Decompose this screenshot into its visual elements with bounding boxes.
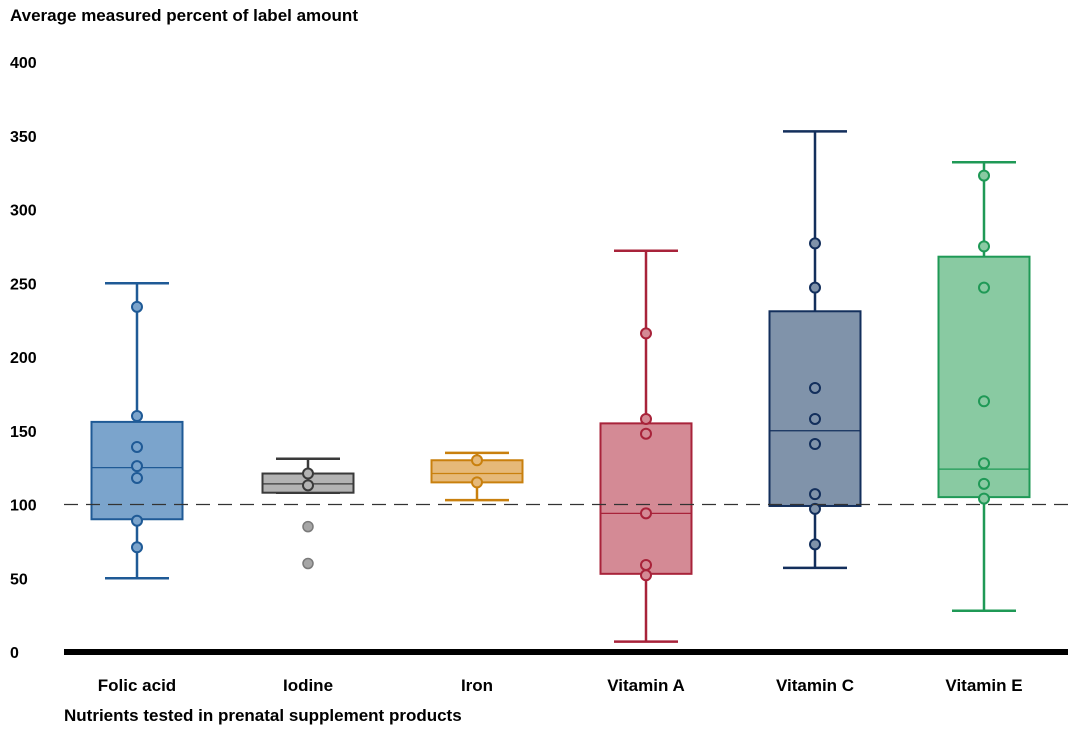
data-point: [471, 476, 483, 489]
data-point: [640, 412, 652, 425]
outlier-point: [302, 520, 314, 533]
x-tick-label: Iodine: [283, 676, 333, 695]
data-point: [131, 460, 143, 473]
y-tick-label: 400: [10, 55, 37, 72]
data-point: [978, 169, 990, 182]
y-tick-label: 250: [10, 276, 37, 293]
x-axis-title: Nutrients tested in prenatal supplement …: [64, 706, 462, 725]
y-tick-label: 100: [10, 498, 37, 515]
y-tick-label: 300: [10, 203, 37, 220]
data-point: [131, 471, 143, 484]
data-point: [131, 440, 143, 453]
data-point: [131, 300, 143, 313]
data-point: [809, 488, 821, 501]
data-point: [640, 327, 652, 340]
x-tick-label: Vitamin C: [776, 676, 854, 695]
data-point: [471, 454, 483, 467]
data-point: [640, 558, 652, 571]
data-point: [809, 502, 821, 515]
data-point: [978, 240, 990, 253]
data-point: [640, 569, 652, 582]
data-point: [978, 492, 990, 505]
box-iqr: [768, 310, 862, 507]
outlier-point: [302, 557, 314, 570]
data-point: [809, 281, 821, 294]
data-point: [978, 281, 990, 294]
y-tick-label: 0: [10, 645, 19, 662]
data-point: [131, 410, 143, 422]
data-point: [978, 395, 990, 408]
y-tick-label: 50: [10, 571, 28, 588]
box-iqr: [599, 422, 693, 575]
x-tick-label: Vitamin A: [607, 676, 684, 695]
data-point: [809, 438, 821, 451]
data-point: [131, 514, 143, 527]
data-point: [302, 467, 314, 480]
x-tick-label: Vitamin E: [945, 676, 1022, 695]
data-point: [640, 507, 652, 520]
data-point: [809, 538, 821, 551]
box-iqr: [937, 255, 1031, 499]
y-tick-label: 150: [10, 424, 37, 441]
data-point: [131, 541, 143, 554]
x-tick-label: Iron: [461, 676, 493, 695]
data-point: [978, 457, 990, 470]
y-axis-title: Average measured percent of label amount: [10, 6, 358, 25]
data-point: [640, 427, 652, 440]
data-point: [809, 412, 821, 425]
y-tick-label: 350: [10, 129, 37, 146]
data-point: [809, 381, 821, 394]
x-tick-label: Folic acid: [98, 676, 176, 695]
data-point: [302, 479, 314, 492]
y-tick-label: 200: [10, 350, 37, 367]
data-point: [809, 237, 821, 250]
data-point: [978, 477, 990, 490]
